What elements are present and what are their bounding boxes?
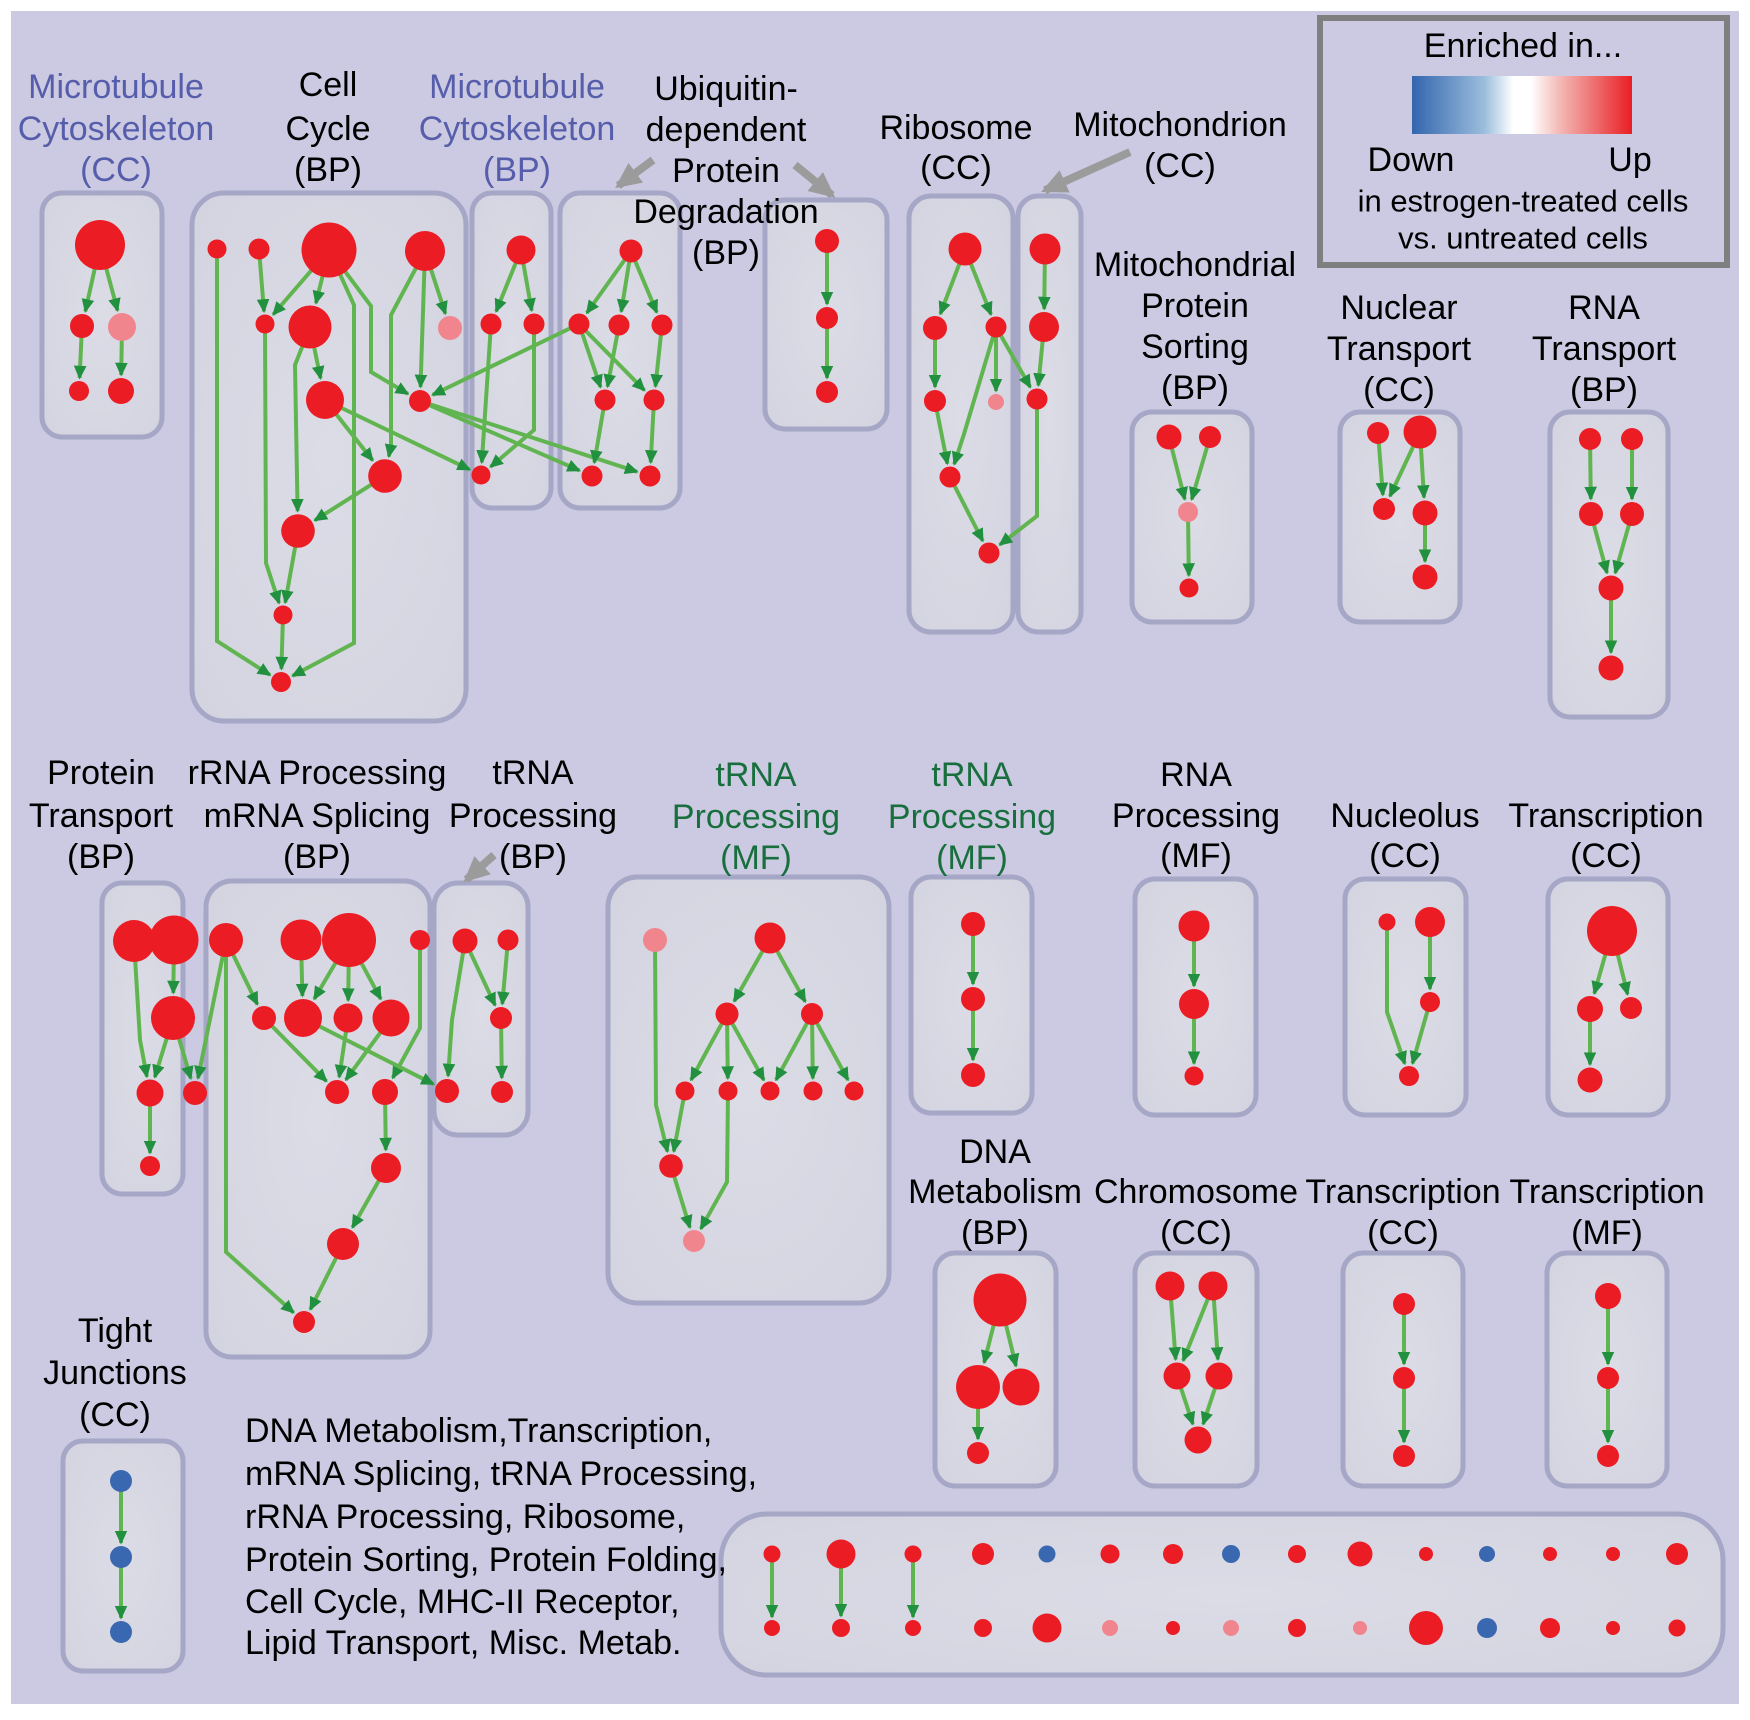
svg-text:Processing: Processing <box>888 798 1056 836</box>
svg-text:(MF): (MF) <box>1571 1214 1643 1252</box>
svg-text:DNA Metabolism,Transcription,: DNA Metabolism,Transcription, <box>245 1412 712 1450</box>
svg-text:Microtubule: Microtubule <box>28 68 204 106</box>
svg-text:Chromosome: Chromosome <box>1094 1173 1298 1211</box>
svg-text:Enriched in...: Enriched in... <box>1424 27 1622 65</box>
svg-text:Junctions: Junctions <box>43 1354 187 1392</box>
svg-text:Transport: Transport <box>1327 330 1472 368</box>
svg-text:Processing: Processing <box>1112 797 1280 835</box>
svg-text:(CC): (CC) <box>920 149 992 187</box>
svg-text:(CC): (CC) <box>79 1396 151 1434</box>
svg-text:RNA: RNA <box>1160 756 1232 794</box>
svg-text:mRNA Splicing, tRNA Processing: mRNA Splicing, tRNA Processing, <box>245 1455 757 1493</box>
svg-text:Down: Down <box>1368 141 1455 179</box>
svg-text:(CC): (CC) <box>1144 147 1216 185</box>
svg-text:Cycle: Cycle <box>285 110 370 148</box>
svg-text:Ubiquitin-: Ubiquitin- <box>654 70 798 108</box>
svg-text:Protein Sorting, Protein Foldi: Protein Sorting, Protein Folding, <box>245 1541 727 1579</box>
svg-text:dependent: dependent <box>646 111 807 149</box>
svg-text:Transport: Transport <box>1532 330 1677 368</box>
svg-text:Transport: Transport <box>29 797 174 835</box>
svg-text:tRNA: tRNA <box>492 754 574 792</box>
svg-text:(MF): (MF) <box>1160 837 1232 875</box>
svg-text:(CC): (CC) <box>1367 1214 1439 1252</box>
svg-text:(CC): (CC) <box>1363 371 1435 409</box>
svg-text:Microtubule: Microtubule <box>429 68 605 106</box>
svg-text:Ribosome: Ribosome <box>879 109 1032 147</box>
svg-text:(BP): (BP) <box>67 838 135 876</box>
svg-text:Metabolism: Metabolism <box>908 1173 1082 1211</box>
svg-text:(CC): (CC) <box>1369 837 1441 875</box>
svg-text:Transcription: Transcription <box>1305 1173 1500 1211</box>
svg-text:Protein: Protein <box>672 152 780 190</box>
svg-text:(BP): (BP) <box>499 838 567 876</box>
svg-text:rRNA Processing: rRNA Processing <box>188 754 447 792</box>
svg-text:(CC): (CC) <box>80 151 152 189</box>
svg-text:Transcription: Transcription <box>1508 797 1703 835</box>
svg-text:(MF): (MF) <box>936 839 1008 877</box>
svg-text:vs. untreated cells: vs. untreated cells <box>1398 221 1648 256</box>
svg-text:(BP): (BP) <box>692 234 760 272</box>
svg-text:(BP): (BP) <box>283 838 351 876</box>
svg-text:RNA: RNA <box>1568 289 1640 327</box>
svg-text:Processing: Processing <box>449 797 617 835</box>
svg-text:Cell: Cell <box>299 66 358 104</box>
svg-text:tRNA: tRNA <box>715 756 797 794</box>
svg-text:mRNA Splicing: mRNA Splicing <box>204 797 431 835</box>
svg-text:Cell Cycle, MHC-II Receptor,: Cell Cycle, MHC-II Receptor, <box>245 1583 680 1621</box>
svg-text:rRNA Processing, Ribosome,: rRNA Processing, Ribosome, <box>245 1498 685 1536</box>
svg-text:(BP): (BP) <box>961 1214 1029 1252</box>
svg-text:(MF): (MF) <box>720 839 792 877</box>
svg-text:Degradation: Degradation <box>633 193 818 231</box>
svg-text:(BP): (BP) <box>294 151 362 189</box>
svg-text:Processing: Processing <box>672 798 840 836</box>
svg-text:Protein: Protein <box>1141 287 1249 325</box>
svg-text:Sorting: Sorting <box>1141 328 1249 366</box>
svg-text:Cytoskeleton: Cytoskeleton <box>419 110 616 148</box>
svg-text:DNA: DNA <box>959 1133 1031 1171</box>
svg-text:(CC): (CC) <box>1570 837 1642 875</box>
svg-text:Mitochondrion: Mitochondrion <box>1073 106 1287 144</box>
svg-text:Tight: Tight <box>78 1312 153 1350</box>
svg-text:Mitochondrial: Mitochondrial <box>1094 246 1296 284</box>
svg-text:(BP): (BP) <box>1161 369 1229 407</box>
svg-text:Transcription: Transcription <box>1509 1173 1704 1211</box>
svg-text:(BP): (BP) <box>483 151 551 189</box>
svg-text:tRNA: tRNA <box>931 756 1013 794</box>
svg-text:Up: Up <box>1608 141 1651 179</box>
svg-text:Protein: Protein <box>47 754 155 792</box>
svg-text:(BP): (BP) <box>1570 371 1638 409</box>
svg-text:Nucleolus: Nucleolus <box>1330 797 1479 835</box>
svg-text:Cytoskeleton: Cytoskeleton <box>18 110 215 148</box>
svg-text:(CC): (CC) <box>1160 1214 1232 1252</box>
svg-text:Lipid Transport, Misc. Metab.: Lipid Transport, Misc. Metab. <box>245 1624 682 1662</box>
svg-text:in estrogen-treated cells: in estrogen-treated cells <box>1358 184 1689 219</box>
svg-text:Nuclear: Nuclear <box>1340 289 1457 327</box>
